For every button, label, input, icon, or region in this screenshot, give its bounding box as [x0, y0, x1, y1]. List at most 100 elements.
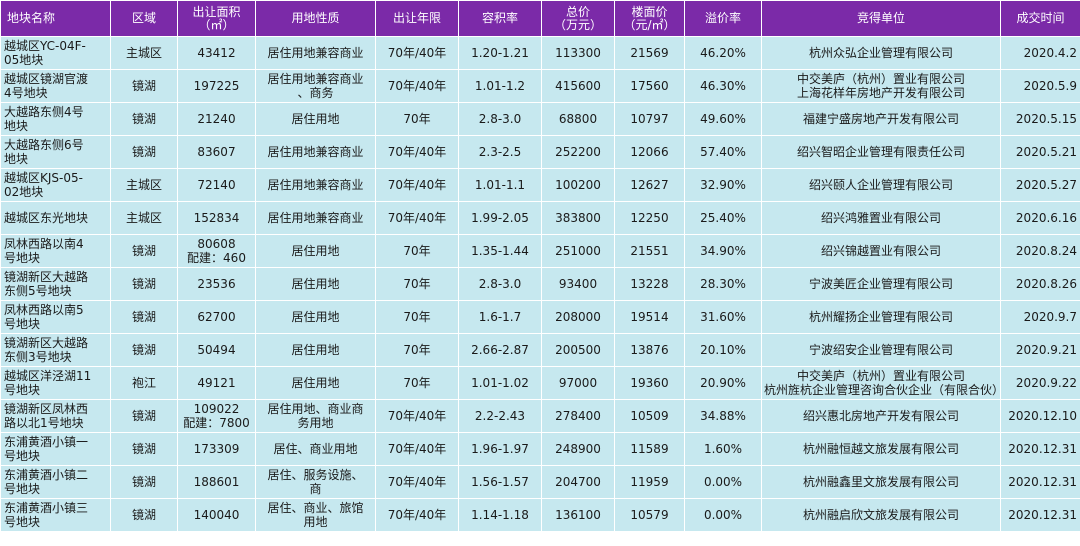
table-row: 越城区KJS-05- 02地块 主城区 72140 居住用地兼容商业 70年/40年 1.0… [0, 168, 1080, 202]
cell-plot-name: 镜湖新区凤林西 路以北1号地块 [0, 399, 111, 433]
cell-land-use: 居住用地兼容商业 [255, 201, 376, 235]
cell-total-price: 252200 [541, 135, 615, 169]
cell-floor-price: 13876 [614, 333, 685, 367]
cell-winner: 绍兴鸿雅置业有限公司 [761, 201, 1001, 235]
cell-term: 70年/40年 [375, 69, 459, 103]
cell-premium: 0.00% [684, 498, 762, 532]
cell-floor-price: 10797 [614, 102, 685, 136]
cell-size: 83607 [177, 135, 256, 169]
table-row: 凤林西路以南5 号地块 镜湖 62700 居住用地 70年 1.6-1.7 208000 195… [0, 300, 1080, 334]
cell-total-price: 68800 [541, 102, 615, 136]
cell-land-use: 居住用地兼容商业 [255, 36, 376, 70]
header-plot-name: 地块名称 [0, 0, 111, 37]
cell-winner: 绍兴颐人企业管理有限公司 [761, 168, 1001, 202]
cell-area: 主城区 [110, 168, 178, 202]
cell-area: 主城区 [110, 201, 178, 235]
cell-floor-price: 17560 [614, 69, 685, 103]
cell-plot-name: 东浦黄酒小镇二 号地块 [0, 465, 111, 499]
header-term: 出让年限 [375, 0, 459, 37]
cell-total-price: 208000 [541, 300, 615, 334]
cell-date: 2020.9.22 [1000, 366, 1080, 400]
cell-premium: 57.40% [684, 135, 762, 169]
table-row: 镜湖新区大越路 东侧3号地块 镜湖 50494 居住用地 70年 2.66-2.87 2005… [0, 333, 1080, 367]
cell-land-use: 居住用地兼容商业 、商务 [255, 69, 376, 103]
cell-size: 140040 [177, 498, 256, 532]
cell-floor-price: 12066 [614, 135, 685, 169]
cell-premium: 49.60% [684, 102, 762, 136]
header-size: 出让面积 （㎡） [177, 0, 256, 37]
table-row: 镜湖新区凤林西 路以北1号地块 镜湖 109022 配建：7800 居住用地、商业商 务用地… [0, 399, 1080, 433]
cell-floor-price: 21569 [614, 36, 685, 70]
cell-floor-price: 11959 [614, 465, 685, 499]
cell-term: 70年/40年 [375, 498, 459, 532]
cell-land-use: 居住、服务设施、商 [255, 465, 376, 499]
cell-term: 70年/40年 [375, 432, 459, 466]
cell-far: 1.99-2.05 [458, 201, 542, 235]
cell-far: 1.01-1.1 [458, 168, 542, 202]
cell-date: 2020.5.21 [1000, 135, 1080, 169]
cell-winner: 绍兴智昭企业管理有限责任公司 [761, 135, 1001, 169]
cell-far: 1.01-1.02 [458, 366, 542, 400]
cell-date: 2020.5.27 [1000, 168, 1080, 202]
cell-premium: 46.20% [684, 36, 762, 70]
cell-area: 镜湖 [110, 102, 178, 136]
cell-total-price: 136100 [541, 498, 615, 532]
cell-area: 镜湖 [110, 300, 178, 334]
cell-far: 2.8-3.0 [458, 267, 542, 301]
cell-size: 21240 [177, 102, 256, 136]
cell-floor-price: 12250 [614, 201, 685, 235]
cell-term: 70年 [375, 366, 459, 400]
cell-plot-name: 凤林西路以南5 号地块 [0, 300, 111, 334]
cell-land-use: 居住用地兼容商业 [255, 168, 376, 202]
cell-area: 镜湖 [110, 69, 178, 103]
cell-land-use: 居住用地兼容商业 [255, 135, 376, 169]
table-row: 越城区镜湖官渡 4号地块 镜湖 197225 居住用地兼容商业 、商务 70年/40年 1.0… [0, 69, 1080, 103]
cell-land-use: 居住用地 [255, 366, 376, 400]
cell-winner: 杭州众弘企业管理有限公司 [761, 36, 1001, 70]
cell-total-price: 278400 [541, 399, 615, 433]
cell-far: 2.2-2.43 [458, 399, 542, 433]
cell-premium: 20.10% [684, 333, 762, 367]
cell-premium: 31.60% [684, 300, 762, 334]
cell-date: 2020.6.16 [1000, 201, 1080, 235]
cell-land-use: 居住、商业用地 [255, 432, 376, 466]
cell-date: 2020.9.21 [1000, 333, 1080, 367]
cell-plot-name: 镜湖新区大越路 东侧5号地块 [0, 267, 111, 301]
cell-total-price: 248900 [541, 432, 615, 466]
cell-land-use: 居住用地 [255, 102, 376, 136]
cell-land-use: 居住用地 [255, 234, 376, 268]
cell-size: 80608 配建：460 [177, 234, 256, 268]
cell-total-price: 415600 [541, 69, 615, 103]
cell-floor-price: 13228 [614, 267, 685, 301]
table-row: 越城区东光地块 主城区 152834 居住用地兼容商业 70年/40年 1.99-2.05… [0, 201, 1080, 235]
land-transaction-table: 地块名称 区域 出让面积 （㎡） 用地性质 出让年限 容积率 总价 （万元） 楼面价… [0, 0, 1080, 532]
cell-term: 70年/40年 [375, 36, 459, 70]
cell-total-price: 97000 [541, 366, 615, 400]
cell-premium: 34.90% [684, 234, 762, 268]
cell-date: 2020.12.10 [1000, 399, 1080, 433]
cell-size: 197225 [177, 69, 256, 103]
cell-size: 23536 [177, 267, 256, 301]
cell-term: 70年 [375, 300, 459, 334]
cell-size: 50494 [177, 333, 256, 367]
cell-premium: 25.40% [684, 201, 762, 235]
cell-total-price: 200500 [541, 333, 615, 367]
cell-area: 镜湖 [110, 234, 178, 268]
cell-land-use: 居住用地 [255, 300, 376, 334]
header-land-use: 用地性质 [255, 0, 376, 37]
table-row: 大越路东侧4号 地块 镜湖 21240 居住用地 70年 2.8-3.0 68800 10797… [0, 102, 1080, 136]
cell-far: 1.96-1.97 [458, 432, 542, 466]
cell-plot-name: 凤林西路以南4 号地块 [0, 234, 111, 268]
cell-floor-price: 12627 [614, 168, 685, 202]
cell-winner: 中交美庐（杭州）置业有限公司 上海花样年房地产开发有限公司 [761, 69, 1001, 103]
cell-premium: 34.88% [684, 399, 762, 433]
cell-area: 主城区 [110, 36, 178, 70]
cell-plot-name: 大越路东侧6号 地块 [0, 135, 111, 169]
cell-term: 70年 [375, 234, 459, 268]
cell-floor-price: 19360 [614, 366, 685, 400]
cell-term: 70年/40年 [375, 465, 459, 499]
cell-winner: 福建宁盛房地产开发有限公司 [761, 102, 1001, 136]
cell-land-use: 居住用地、商业商 务用地 [255, 399, 376, 433]
cell-floor-price: 19514 [614, 300, 685, 334]
cell-term: 70年/40年 [375, 399, 459, 433]
